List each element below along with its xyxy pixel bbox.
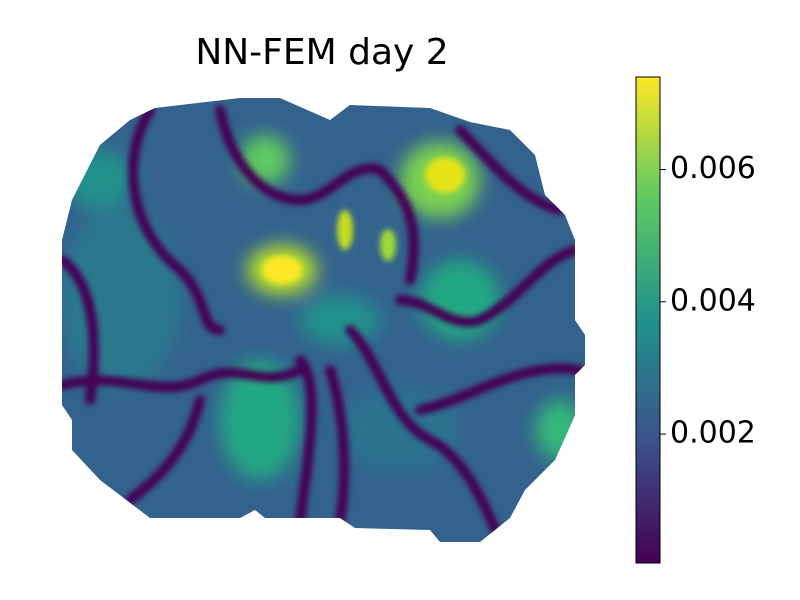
field: [62, 98, 585, 542]
colorbar-tick-label: 0.006: [670, 151, 756, 186]
colorbar: [636, 77, 660, 563]
colorbar-tick-label: 0.004: [670, 283, 756, 318]
colorbar-tick-label: 0.002: [670, 416, 756, 451]
chart-title: NN-FEM day 2: [195, 32, 448, 73]
colorbar-frame: [635, 76, 661, 564]
